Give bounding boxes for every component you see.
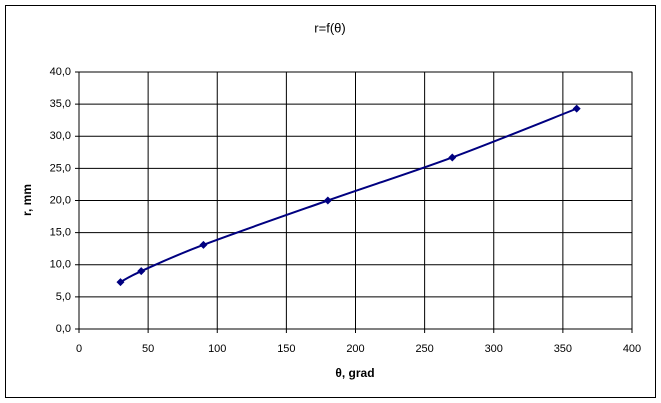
y-tick-label: 5,0	[56, 291, 71, 303]
y-tick-label: 20,0	[50, 194, 71, 206]
x-tick-label: 250	[415, 343, 433, 355]
marker	[137, 267, 146, 276]
chart-title: r=f(θ)	[314, 20, 345, 35]
x-tick-label: 100	[208, 343, 226, 355]
y-tick-label: 40,0	[50, 66, 71, 78]
marker	[448, 153, 457, 162]
y-tick-label: 0,0	[56, 323, 71, 335]
x-tick-label: 350	[554, 343, 572, 355]
y-axis-title: r, mm	[20, 184, 34, 216]
y-tick-label: 35,0	[50, 98, 71, 110]
x-tick-label: 50	[142, 343, 154, 355]
marker	[116, 278, 125, 287]
marker	[572, 104, 581, 113]
x-tick-label: 0	[76, 343, 82, 355]
y-tick-label: 15,0	[50, 227, 71, 239]
x-tick-label: 200	[346, 343, 364, 355]
y-tick-label: 30,0	[50, 130, 71, 142]
y-tick-label: 10,0	[50, 259, 71, 271]
x-tick-label: 400	[623, 343, 641, 355]
x-tick-label: 150	[277, 343, 295, 355]
marker	[323, 196, 332, 205]
x-axis-title: θ, grad	[335, 366, 374, 380]
marker	[199, 240, 208, 249]
x-tick-label: 300	[485, 343, 503, 355]
y-tick-label: 25,0	[50, 162, 71, 174]
